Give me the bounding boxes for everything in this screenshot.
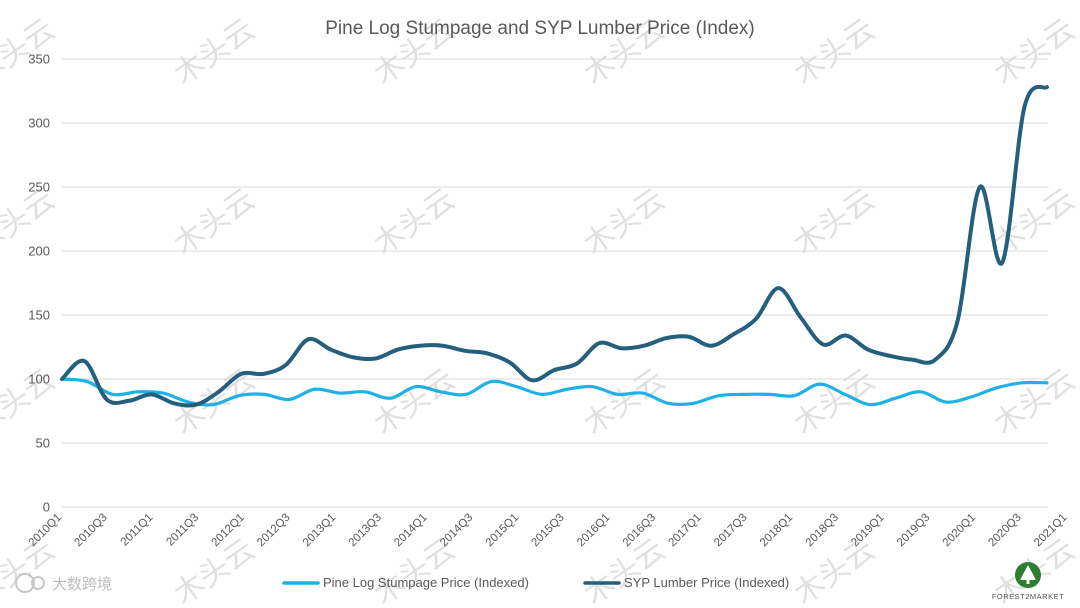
x-tick-label: 2017Q1 [666, 512, 703, 549]
x-tick-label: 2016Q1 [575, 512, 612, 549]
tree-shape-icon [1020, 565, 1036, 580]
gridlines [62, 58, 1048, 508]
x-tick-label: 2020Q1 [941, 512, 978, 549]
x-tick-label: 2014Q1 [392, 512, 429, 549]
x-tick-label: 2019Q3 [895, 512, 932, 549]
x-tick-label: 2015Q3 [529, 512, 566, 549]
watermark-text: 木头云 [368, 363, 461, 442]
x-tick-label: 2018Q1 [758, 512, 795, 549]
x-tick-label: 2011Q1 [119, 512, 156, 549]
legend-label-pine-log: Pine Log Stumpage Price (Indexed) [323, 575, 529, 590]
x-tick-label: 2017Q3 [712, 512, 749, 549]
x-tick-label: 2018Q3 [804, 512, 841, 549]
legend: Pine Log Stumpage Price (Indexed) SYP Lu… [282, 575, 789, 590]
y-axis: 0 50 100 150 200 250 300 350 [28, 52, 50, 515]
watermark-text: 木头云 [988, 363, 1080, 442]
y-tick-label: 300 [28, 116, 50, 131]
y-tick-label: 0 [43, 500, 50, 515]
chart-title: Pine Log Stumpage and SYP Lumber Price (… [325, 18, 755, 39]
x-tick-label: 2013Q1 [301, 512, 338, 549]
watermark-text: 木头云 [788, 183, 881, 262]
watermark-text: 木头云 [788, 363, 881, 442]
watermark-text: 木头云 [988, 183, 1080, 262]
x-tick-label: 2015Q1 [484, 512, 521, 549]
brand-icon [15, 573, 35, 593]
tree-trunk-icon [1026, 580, 1030, 584]
x-axis: 2010Q1 2010Q3 2011Q1 2011Q3 2012Q1 2012Q3 2013… [27, 512, 1070, 549]
y-tick-label: 50 [36, 436, 50, 451]
watermark-text: 木头云 [788, 13, 881, 92]
y-tick-label: 250 [28, 180, 50, 195]
y-tick-label: 100 [28, 372, 50, 387]
forest2market-logo: FOREST2MARKET [992, 562, 1064, 601]
watermark-text: 木头云 [168, 13, 261, 92]
x-tick-label: 2013Q3 [347, 512, 384, 549]
y-tick-label: 350 [28, 52, 50, 67]
series-line-syp-lumber [60, 84, 1049, 408]
series-layer [60, 84, 1049, 408]
legend-label-syp-lumber: SYP Lumber Price (Indexed) [624, 575, 789, 590]
x-tick-label: 2010Q3 [72, 512, 109, 549]
y-tick-label: 200 [28, 244, 50, 259]
brand-watermark: 大数跨境 [15, 573, 112, 593]
x-tick-label: 2020Q3 [986, 512, 1023, 549]
watermark-text: 木头云 [578, 363, 671, 442]
brand-icon-small [31, 576, 45, 590]
y-tick-label: 150 [28, 308, 50, 323]
watermark-text: 木头云 [988, 13, 1080, 92]
x-tick-label: 2011Q3 [164, 512, 201, 549]
watermark-text: 木头云 [578, 183, 671, 262]
logo-text: FOREST2MARKET [992, 592, 1064, 601]
watermark-text: 木头云 [168, 183, 261, 262]
watermark-text: 木头云 [368, 183, 461, 262]
series-line-pine-log-stumpage [60, 377, 1049, 407]
watermark-text: 木头云 [788, 533, 881, 608]
x-tick-label: 2012Q3 [255, 512, 292, 549]
x-tick-label: 2014Q3 [438, 512, 475, 549]
brand-text: 大数跨境 [52, 575, 112, 593]
